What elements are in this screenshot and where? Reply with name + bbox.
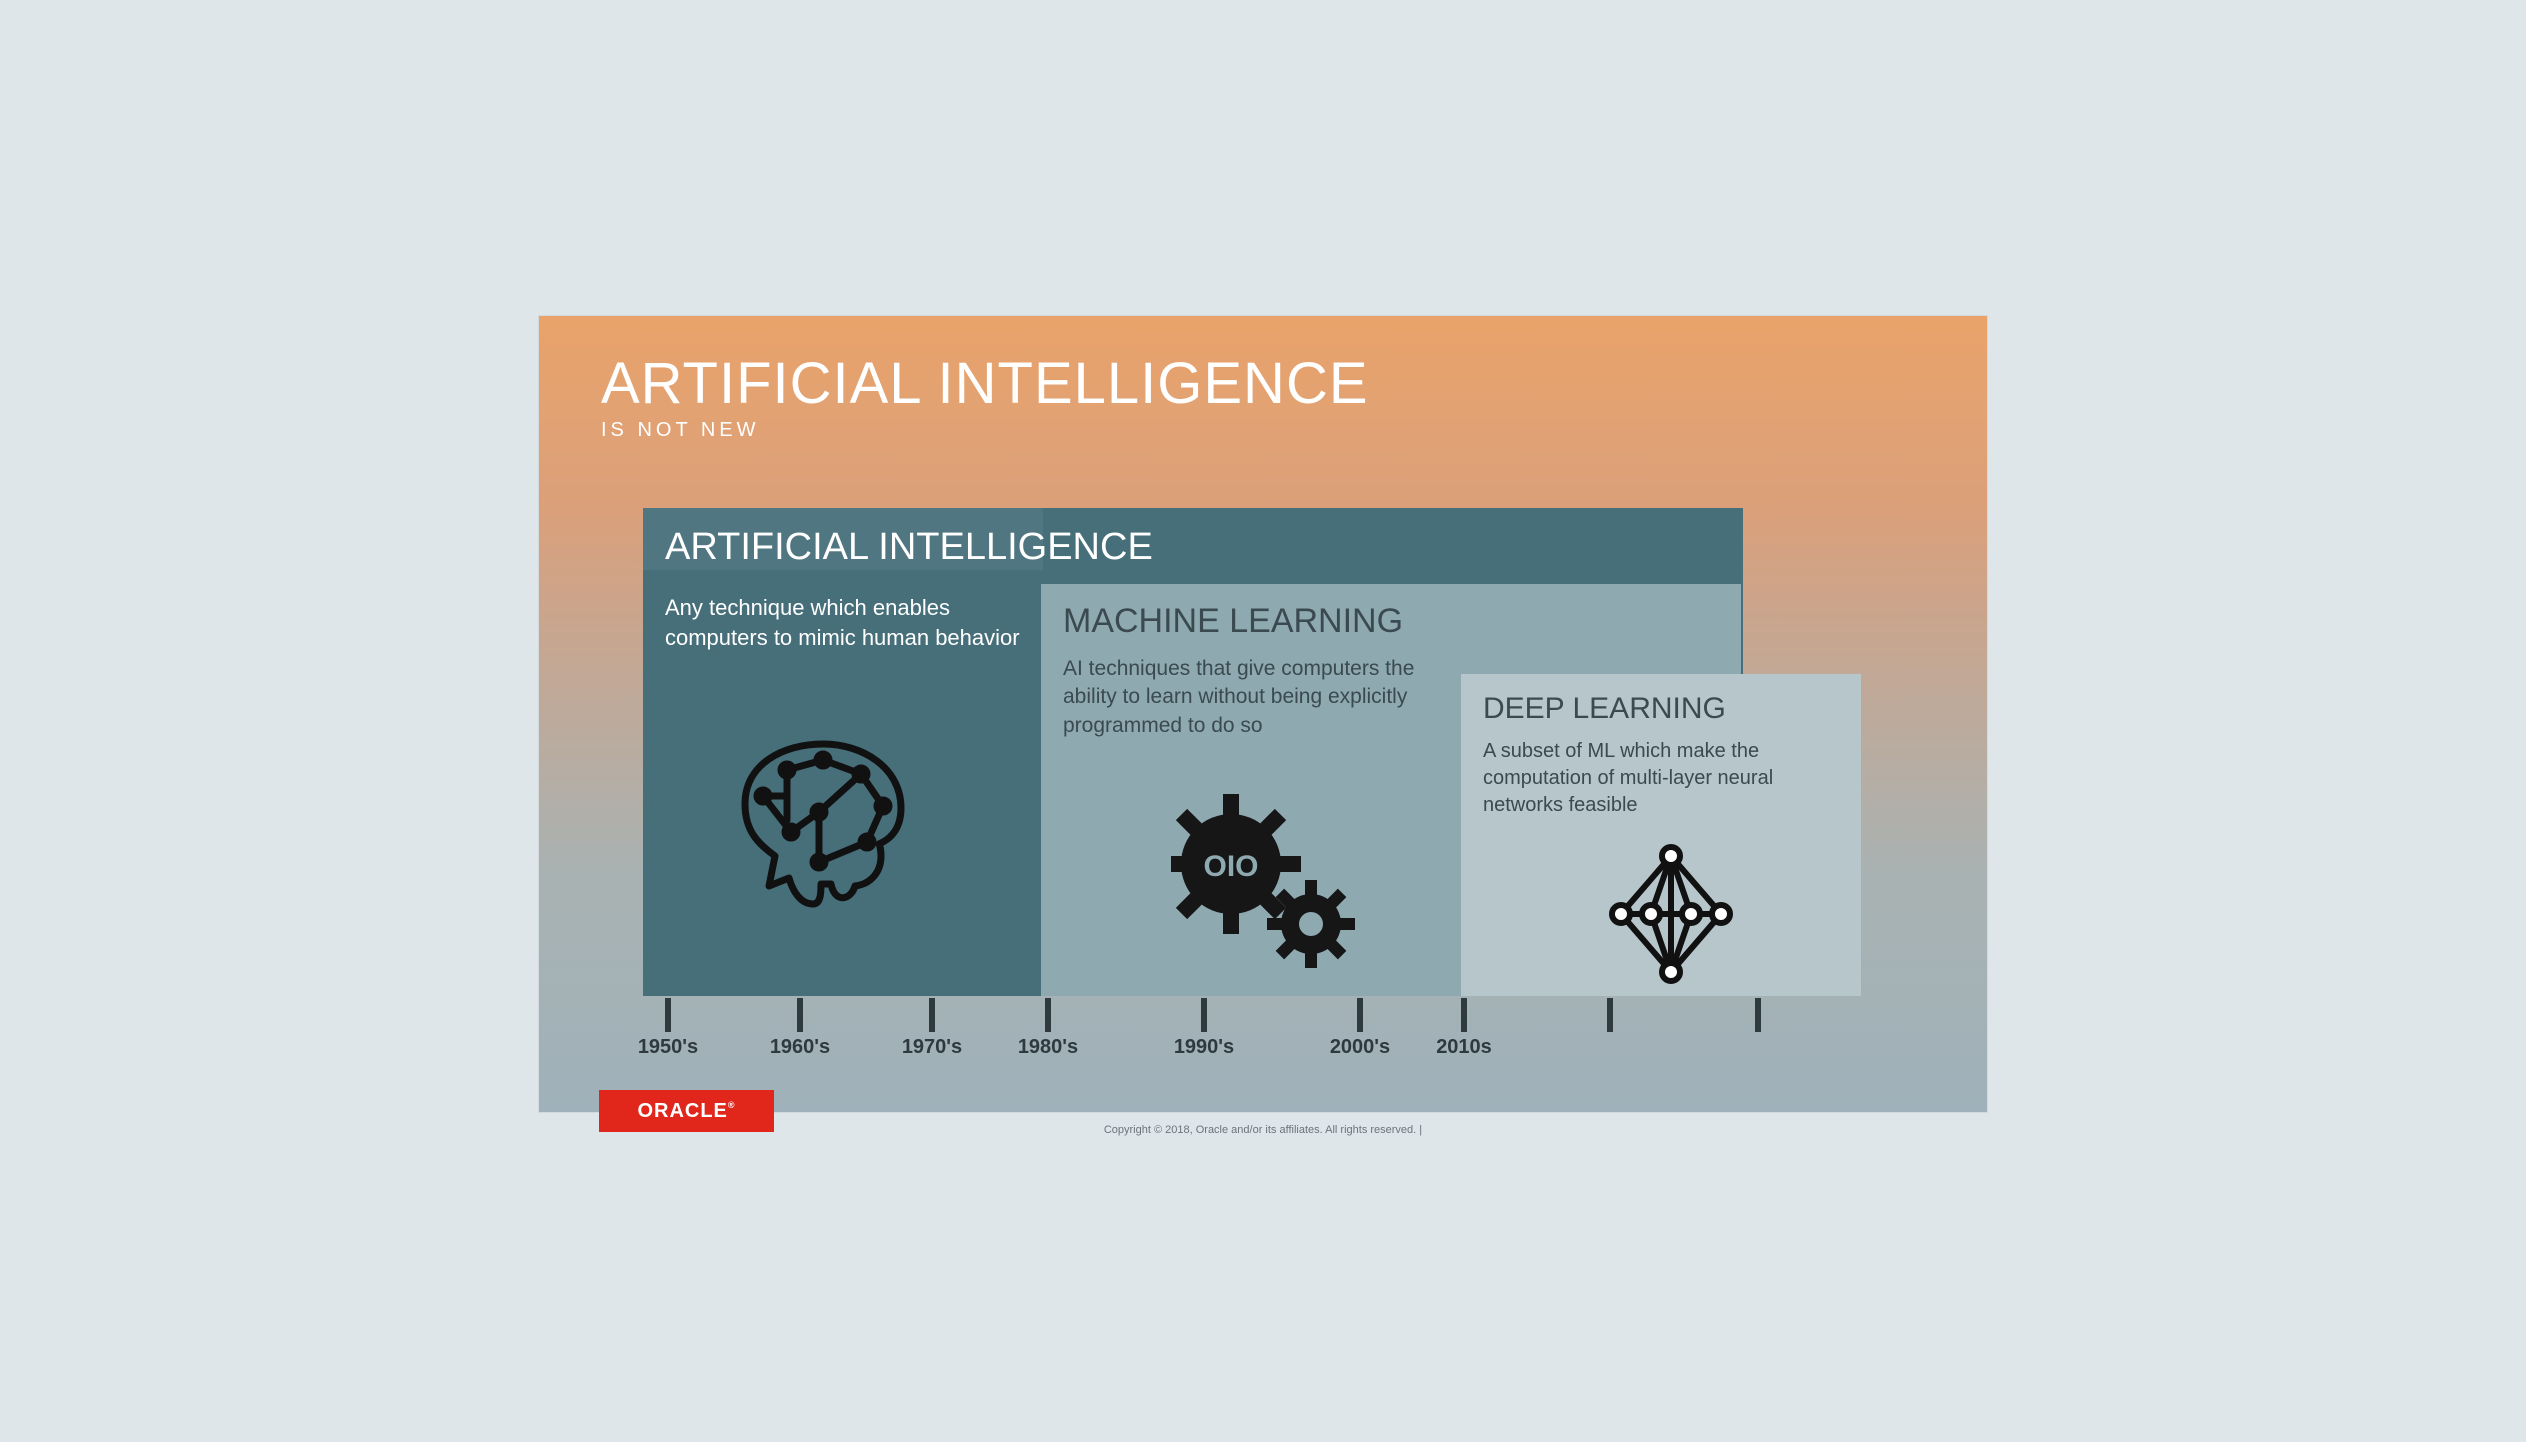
timeline-tick [665, 998, 671, 1032]
timeline-label: 1990's [1174, 1036, 1234, 1059]
timeline-label: 1980's [1018, 1036, 1078, 1059]
timeline-tick [1201, 998, 1207, 1032]
dl-box: DEEP LEARNING A subset of ML which make … [1461, 674, 1861, 996]
dl-description: A subset of ML which make the computatio… [1483, 738, 1839, 819]
timeline-label: 2000's [1330, 1036, 1390, 1059]
nested-diagram: ARTIFICIAL INTELLIGENCE Any technique wh… [643, 508, 1883, 1018]
timeline-tick [1045, 998, 1051, 1032]
timeline: 1950's1960's1970's1980's1990's2000's2010… [647, 998, 1857, 1068]
neural-net-icon [1601, 844, 1741, 984]
timeline-tick [1357, 998, 1363, 1032]
slide: ARTIFICIAL INTELLIGENCE IS NOT NEW ARTIF… [539, 316, 1987, 1112]
ml-heading: MACHINE LEARNING [1063, 602, 1719, 641]
slide-stage: ARTIFICIAL INTELLIGENCE IS NOT NEW ARTIF… [523, 298, 2003, 1144]
timeline-tick [797, 998, 803, 1032]
gears-binary-icon: OIO [1171, 794, 1361, 984]
timeline-label: 1950's [638, 1036, 698, 1059]
timeline-label: 1960's [770, 1036, 830, 1059]
timeline-label: 1970's [902, 1036, 962, 1059]
timeline-tick [1755, 998, 1761, 1032]
timeline-tick [1607, 998, 1613, 1032]
svg-text:OIO: OIO [1203, 850, 1258, 883]
timeline-tick [929, 998, 935, 1032]
brain-circuit-icon [723, 724, 923, 924]
title-block: ARTIFICIAL INTELLIGENCE IS NOT NEW [601, 350, 1369, 442]
slide-title: ARTIFICIAL INTELLIGENCE [601, 350, 1369, 417]
slide-subtitle: IS NOT NEW [601, 419, 1369, 442]
dl-heading: DEEP LEARNING [1483, 692, 1839, 726]
copyright-text: Copyright © 2018, Oracle and/or its affi… [539, 1124, 1987, 1136]
oracle-logo-text: ORACLE® [637, 1100, 735, 1123]
ai-tab-overlay [643, 508, 1043, 570]
ml-description: AI techniques that give computers the ab… [1063, 655, 1443, 740]
ai-description: Any technique which enables computers to… [665, 593, 1025, 652]
timeline-label: 2010s [1436, 1036, 1492, 1059]
timeline-tick [1461, 998, 1467, 1032]
